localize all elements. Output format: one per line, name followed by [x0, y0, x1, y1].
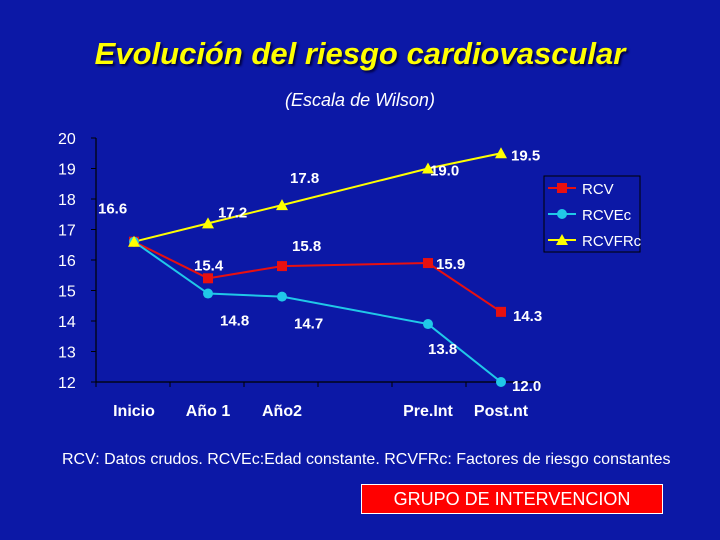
marker-rcvfrc: [202, 217, 214, 229]
marker-rcvfrc: [422, 162, 434, 174]
slide-subtitle: (Escala de Wilson): [285, 90, 435, 110]
data-label: 13.8: [428, 341, 457, 358]
marker-rcv: [203, 273, 213, 284]
data-label: 19.5: [511, 147, 540, 164]
x-tick-label: Inicio: [113, 403, 155, 420]
marker-rcvfrc: [128, 235, 140, 247]
marker-rcv: [496, 306, 506, 317]
data-label: 19.0: [430, 163, 459, 180]
marker-rcvec: [203, 288, 213, 299]
data-label: 17.2: [218, 204, 247, 221]
y-tick-label: 12: [58, 375, 76, 392]
y-tick-label: 15: [58, 284, 76, 301]
legend-label: RCVEc: [582, 207, 632, 224]
x-tick-label: Año2: [262, 403, 302, 420]
slide-title: Evolución del riesgo cardiovascular: [94, 36, 626, 71]
marker-rcvfrc: [556, 234, 568, 245]
marker-rcvec: [557, 209, 567, 219]
data-label: 16.6: [98, 201, 127, 218]
data-label: 14.8: [220, 313, 249, 330]
data-label: 15.8: [292, 238, 321, 255]
marker-rcv: [557, 183, 567, 193]
y-tick-label: 14: [58, 314, 76, 331]
data-label: 15.9: [436, 256, 465, 273]
legend-label: RCV: [582, 181, 614, 198]
y-tick-label: 16: [58, 253, 76, 270]
footnote: RCV: Datos crudos. RCVEc:Edad constante.…: [62, 451, 671, 468]
marker-rcv: [423, 258, 433, 269]
data-label: 14.7: [294, 316, 323, 333]
marker-rcvec: [423, 319, 433, 330]
y-tick-label: 20: [58, 131, 76, 148]
legend-label: RCVFRc: [582, 233, 642, 250]
y-tick-label: 18: [58, 192, 76, 209]
y-tick-label: 19: [58, 162, 76, 179]
marker-rcvfrc: [276, 199, 288, 211]
legend: RCV RCVEc RCVFRc: [543, 175, 642, 253]
marker-rcvec: [496, 377, 506, 387]
plot-area: 12 13 14 15 16 17 18 19 20 Inicio Año 1 Año2 Pre.Int…: [58, 131, 542, 420]
x-tick-label: Pre.Int: [403, 403, 453, 420]
x-tick-label: Año 1: [186, 403, 231, 420]
data-label: 17.8: [290, 170, 319, 187]
marker-rcvfrc: [495, 147, 507, 159]
data-label: 14.3: [513, 308, 542, 325]
group-label-box: GRUPO DE INTERVENCION: [361, 484, 663, 514]
x-tick-label: Post.nt: [474, 403, 529, 420]
marker-rcvec: [277, 291, 287, 302]
y-tick-label: 13: [58, 345, 76, 362]
marker-rcv: [277, 261, 287, 272]
data-label: 15.4: [194, 257, 224, 274]
chart: 12 13 14 15 16 17 18 19 20 Inicio Año 1 Año2 Pre.Int…: [58, 131, 642, 420]
y-tick-label: 17: [58, 223, 76, 240]
data-label: 12.0: [512, 378, 541, 395]
